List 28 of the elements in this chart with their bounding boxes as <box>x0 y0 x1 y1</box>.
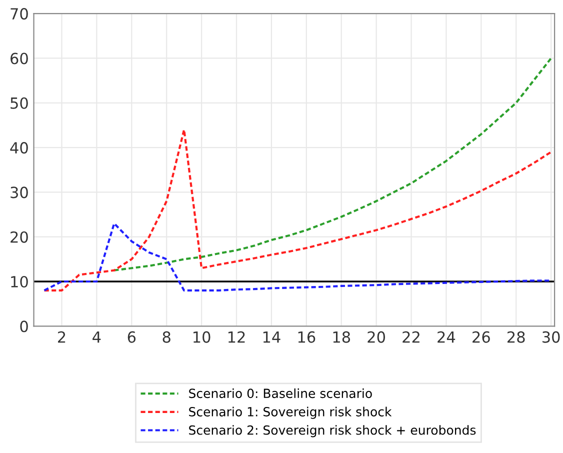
x-tick-label: 26 <box>472 331 490 343</box>
line-series <box>113 57 552 272</box>
x-tick-label: 8 <box>162 331 170 343</box>
legend-label: Scenario 2: Sovereign risk shock + eurobonds <box>189 425 476 438</box>
legend-label: Scenario 1: Sovereign risk shock <box>189 406 392 419</box>
x-tick-label: 30 <box>542 331 560 343</box>
x-tick-label: 22 <box>402 331 420 343</box>
y-tick-label: 10 <box>11 276 28 288</box>
y-tick-label: 30 <box>10 186 28 198</box>
x-tick-label: 28 <box>508 331 525 343</box>
y-tick-label: 0 <box>20 320 28 332</box>
y-tick-label: 20 <box>10 231 28 243</box>
y-tick-label: 60 <box>10 52 28 64</box>
x-tick-label: 2 <box>58 331 66 343</box>
line-series <box>43 128 552 292</box>
x-tick-label: 14 <box>263 331 280 343</box>
x-tick-label: 20 <box>368 331 386 343</box>
x-tick-label: 10 <box>194 331 210 343</box>
y-tick-label: 70 <box>10 8 28 20</box>
x-tick-label: 12 <box>228 331 245 343</box>
x-tick-label: 18 <box>333 331 350 343</box>
y-tick-label: 40 <box>10 142 28 154</box>
y-tick-label: 50 <box>10 97 28 109</box>
x-tick-label: 4 <box>92 331 101 343</box>
x-tick-label: 6 <box>128 331 136 343</box>
x-tick-label: 24 <box>438 331 456 343</box>
legend-label: Scenario 0: Baseline scenario <box>189 388 372 398</box>
x-tick-label: 16 <box>298 331 316 343</box>
